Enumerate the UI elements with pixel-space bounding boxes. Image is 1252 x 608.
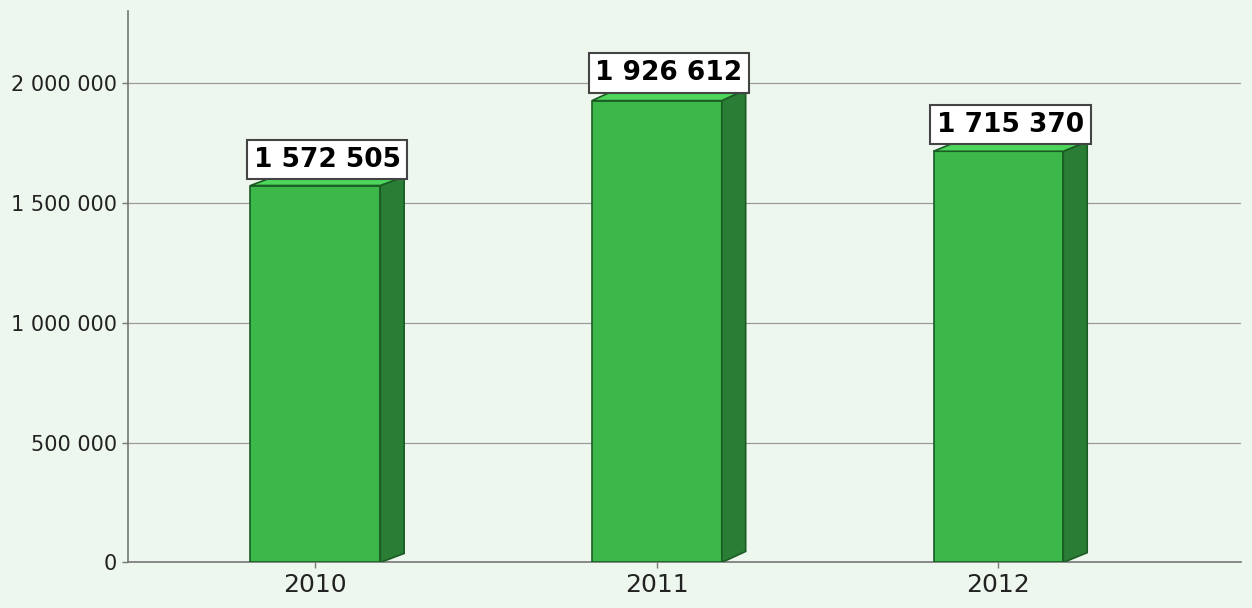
Polygon shape bbox=[592, 89, 746, 100]
Polygon shape bbox=[1063, 142, 1087, 562]
Polygon shape bbox=[934, 142, 1087, 151]
Polygon shape bbox=[934, 151, 1063, 562]
Text: 1 715 370: 1 715 370 bbox=[936, 112, 1084, 138]
Polygon shape bbox=[592, 100, 721, 562]
Polygon shape bbox=[721, 89, 746, 562]
Polygon shape bbox=[381, 176, 404, 562]
Text: 1 572 505: 1 572 505 bbox=[254, 147, 401, 173]
Text: 1 926 612: 1 926 612 bbox=[595, 60, 742, 86]
Polygon shape bbox=[250, 176, 404, 185]
Polygon shape bbox=[250, 185, 381, 562]
